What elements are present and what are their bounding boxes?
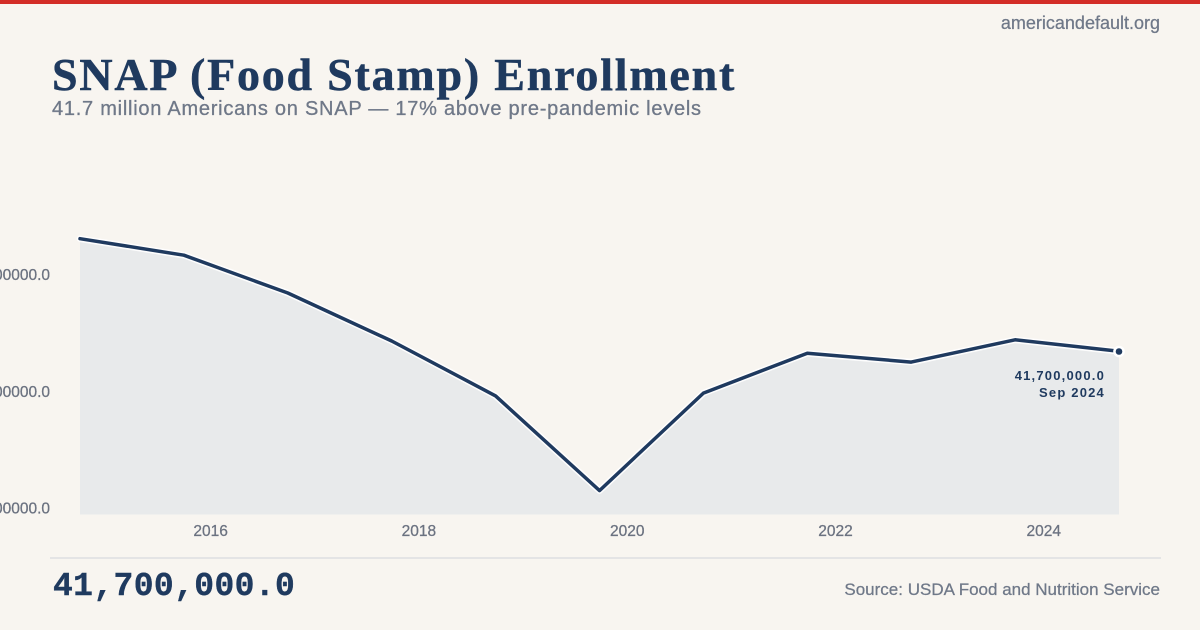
svg-text:45000000.0: 45000000.0 bbox=[0, 267, 50, 284]
svg-text:35000000.0: 35000000.0 bbox=[0, 500, 50, 517]
svg-text:Sep 2024: Sep 2024 bbox=[1039, 385, 1105, 400]
svg-text:2018: 2018 bbox=[402, 523, 436, 540]
svg-text:2024: 2024 bbox=[1027, 523, 1062, 540]
svg-text:2016: 2016 bbox=[193, 523, 227, 540]
svg-text:2020: 2020 bbox=[610, 523, 645, 540]
svg-text:41,700,000.0: 41,700,000.0 bbox=[1015, 368, 1105, 383]
svg-text:40000000.0: 40000000.0 bbox=[0, 384, 50, 401]
svg-text:2022: 2022 bbox=[818, 523, 852, 540]
